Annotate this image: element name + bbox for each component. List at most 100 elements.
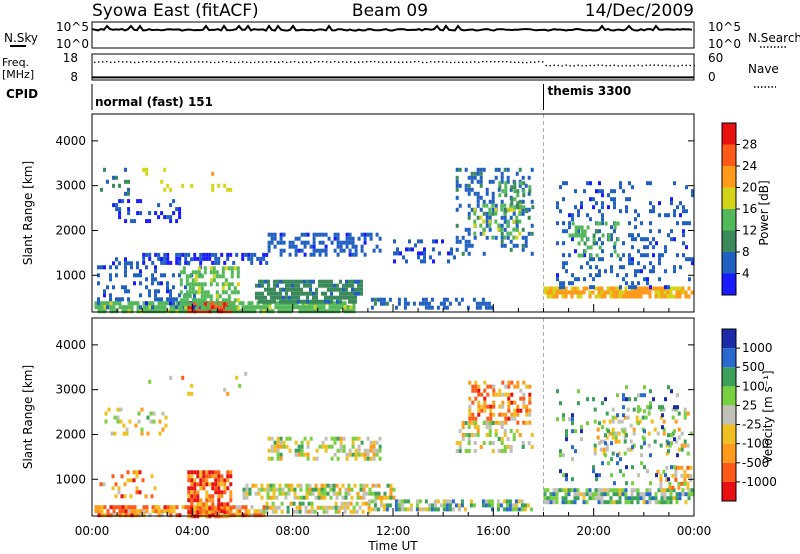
- velocity-cell: [669, 496, 673, 501]
- power-cell: [613, 189, 616, 194]
- power-cell: [411, 247, 414, 252]
- velocity-cell: [686, 411, 690, 416]
- power-cell: [639, 294, 643, 299]
- power-cell: [571, 273, 574, 278]
- velocity-cell: [333, 452, 337, 457]
- power-cell: [518, 207, 522, 212]
- velocity-cell: [623, 439, 627, 444]
- velocity-cell: [567, 492, 571, 497]
- power-cell: [509, 215, 513, 220]
- power-cell: [200, 302, 204, 307]
- power-cell: [527, 175, 531, 180]
- velocity-cell: [600, 488, 604, 493]
- velocity-cell: [238, 383, 242, 388]
- velocity-cell: [677, 465, 681, 470]
- power-cell: [309, 299, 312, 304]
- power-cell: [682, 229, 685, 234]
- velocity-cell: [232, 513, 236, 518]
- power-cell: [327, 283, 330, 288]
- velocity-cell: [473, 433, 477, 437]
- velocity-cell: [294, 440, 298, 445]
- power-cell: [363, 240, 367, 245]
- power-cell: [518, 219, 522, 224]
- power-cell: [640, 269, 643, 274]
- velocity-cell: [351, 444, 355, 449]
- velocity-cells: [94, 371, 694, 519]
- power-cell: [675, 286, 679, 291]
- power-cell: [506, 235, 510, 240]
- power-cell: [227, 298, 231, 303]
- velocity-cell: [625, 385, 628, 390]
- power-cell: [276, 295, 279, 300]
- velocity-cell: [625, 433, 628, 438]
- power-cell: [461, 235, 465, 240]
- velocity-cell: [199, 498, 203, 503]
- power-cell: [303, 283, 306, 288]
- power-cell: [666, 290, 670, 295]
- velocity-cell: [157, 509, 161, 514]
- velocity-cell: [601, 401, 604, 406]
- velocity-cell: [362, 495, 366, 500]
- power-cell: [658, 201, 661, 206]
- power-cell: [303, 299, 306, 304]
- velocity-cell: [265, 509, 269, 514]
- velocity-cell: [615, 492, 619, 497]
- velocity-cell: [330, 436, 334, 441]
- power-cell: [503, 219, 507, 224]
- velocity-cell: [570, 500, 574, 505]
- power-cell: [188, 294, 192, 299]
- power-cell: [297, 287, 300, 292]
- power-cell: [682, 205, 685, 210]
- power-cell: [491, 195, 495, 200]
- power-cell: [543, 286, 547, 291]
- velocity-cell: [564, 488, 568, 493]
- velocity-cell: [362, 491, 366, 496]
- velocity-cell: [690, 488, 694, 493]
- power-cell: [423, 255, 426, 260]
- power-cell: [583, 189, 586, 194]
- velocity-cell: [582, 492, 586, 497]
- velocity-cell: [640, 453, 643, 458]
- power-cell: [375, 244, 379, 249]
- velocity-cell: [348, 452, 352, 457]
- power-cell: [607, 237, 611, 242]
- velocity-cell: [571, 417, 574, 422]
- power-cell: [270, 291, 273, 296]
- velocity-cell: [248, 487, 252, 492]
- power-cell: [412, 301, 416, 306]
- velocity-cell: [313, 509, 317, 514]
- velocity-cell: [305, 491, 309, 496]
- velocity-cell: [600, 492, 604, 497]
- velocity-cell: [510, 416, 514, 421]
- power-cell: [515, 171, 519, 176]
- power-cell: [521, 207, 525, 212]
- velocity-cell: [199, 478, 203, 483]
- power-cell: [109, 297, 112, 302]
- velocity-cell: [293, 491, 297, 496]
- power-cell: [236, 274, 240, 279]
- power-cell: [658, 257, 661, 262]
- velocity-cell: [660, 492, 664, 497]
- power-cell: [491, 203, 495, 208]
- velocity-cell: [104, 419, 108, 424]
- velocity-cell: [643, 393, 646, 398]
- velocity-cell: [196, 482, 200, 487]
- power-cell: [512, 227, 516, 232]
- power-cell: [354, 244, 358, 249]
- velocity-cell: [507, 400, 511, 405]
- power-cell: [124, 289, 127, 294]
- power-cell: [279, 232, 283, 237]
- power-cell: [203, 290, 207, 295]
- power-cell: [516, 205, 520, 210]
- velocity-cell: [214, 486, 218, 491]
- nave-dot: [386, 61, 388, 63]
- velocity-cell: [205, 470, 209, 475]
- power-cell: [325, 309, 329, 314]
- velocity-cell: [217, 482, 221, 487]
- velocity-cell: [470, 421, 474, 425]
- power-cell: [184, 309, 188, 314]
- velocity-cell: [568, 417, 571, 422]
- velocity-cell: [242, 495, 246, 500]
- velocity-cell: [121, 509, 125, 514]
- nave-dot: [466, 61, 468, 64]
